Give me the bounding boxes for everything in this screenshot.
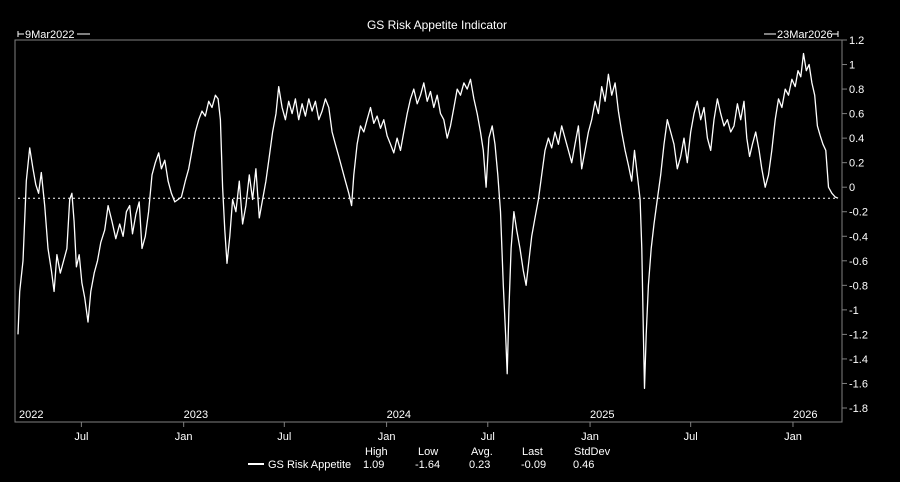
year-label: 2022 — [19, 409, 43, 421]
y-tick-label: 1.2 — [849, 35, 864, 47]
x-tick-label: Jan — [581, 431, 599, 443]
legend: GS Risk Appetite — [248, 459, 351, 471]
x-tick-label: Jul — [277, 431, 291, 443]
legend-label: GS Risk Appetite — [268, 459, 351, 471]
x-tick-label: Jan — [784, 431, 802, 443]
stats-table: High Low Avg. Last StdDev 1.09 -1.64 0.2… — [363, 446, 611, 471]
stats-header-avg: Avg. — [471, 446, 493, 458]
x-tick-label: Jul — [74, 431, 88, 443]
stats-value-avg: 0.23 — [469, 459, 490, 471]
y-tick-label: -1.2 — [849, 329, 868, 341]
year-label: 2026 — [793, 409, 817, 421]
stats-header-stddev: StdDev — [574, 446, 611, 458]
y-tick-label: 1 — [849, 60, 855, 72]
y-tick-label: 0.6 — [849, 109, 864, 121]
y-tick-label: -1 — [849, 305, 859, 317]
y-tick-label: -0.8 — [849, 280, 868, 292]
y-tick-label: -1.8 — [849, 403, 868, 415]
y-tick-label: 0.2 — [849, 158, 864, 170]
year-labels: 2022 2023 2024 2025 2026 — [19, 409, 817, 421]
series-line-gs-risk-appetite — [17, 52, 839, 390]
chart-title: GS Risk Appetite Indicator — [367, 18, 507, 32]
stats-header-high: High — [365, 446, 388, 458]
x-tick-label: Jul — [481, 431, 495, 443]
y-tick-label: -0.4 — [849, 231, 868, 243]
stats-value-stddev: 0.46 — [573, 459, 594, 471]
plot-frame — [14, 39, 843, 423]
x-tick-label: Jul — [684, 431, 698, 443]
y-tick-label: -0.6 — [849, 256, 868, 268]
year-label: 2025 — [590, 409, 614, 421]
year-label: 2023 — [184, 409, 208, 421]
y-tick-label: 0.4 — [849, 133, 864, 145]
x-axis: Jul Jan Jul Jan Jul Jan Jul Jan — [74, 422, 802, 443]
stats-value-high: 1.09 — [363, 459, 384, 471]
stats-value-last: -0.09 — [521, 459, 546, 471]
x-tick-label: Jan — [378, 431, 396, 443]
end-date-marker: 23Mar2026 — [764, 29, 839, 41]
y-tick-label: -1.4 — [849, 354, 868, 366]
start-date-marker: 9Mar2022 — [17, 29, 90, 41]
y-tick-label: -1.6 — [849, 378, 868, 390]
stats-header-last: Last — [522, 446, 543, 458]
y-tick-label: 0.8 — [849, 84, 864, 96]
year-label: 2024 — [387, 409, 411, 421]
end-date-label: 23Mar2026 — [777, 29, 833, 41]
x-tick-label: Jan — [175, 431, 193, 443]
start-date-label: 9Mar2022 — [25, 29, 75, 41]
y-tick-label: 0 — [849, 182, 855, 194]
stats-header-low: Low — [418, 446, 438, 458]
y-axis: 1.2 1 0.8 0.6 0.4 0.2 0 -0.2 -0.4 -0.6 -0.8 -1 -1.2 -… — [842, 35, 868, 415]
stats-value-low: -1.64 — [415, 459, 440, 471]
y-tick-label: -0.2 — [849, 207, 868, 219]
